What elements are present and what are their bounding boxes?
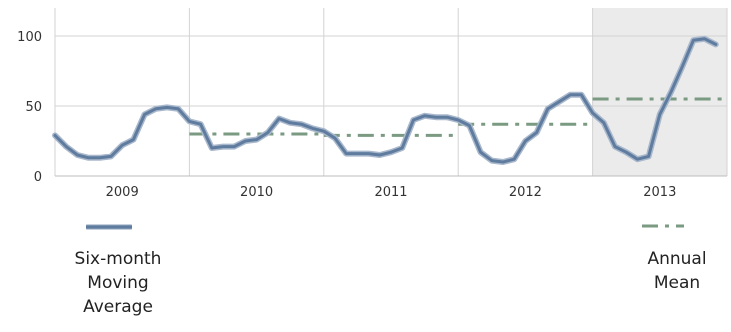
x-tick-label: 2010 [240, 185, 273, 200]
x-tick-label: 2013 [643, 185, 676, 200]
x-tick-label: 2011 [374, 185, 407, 200]
tick-label-layer: 0 50 100 2009 2010 2011 2012 2013 [17, 30, 676, 200]
y-tick-label: 50 [25, 100, 42, 115]
moving-average-legend-swatch [86, 224, 132, 230]
y-tick-label: 100 [17, 30, 42, 45]
annual-mean-legend-label: Annual Mean [647, 249, 707, 293]
highlight-band [592, 8, 727, 176]
annual-mean-legend-swatch [642, 224, 684, 228]
series-layer [52, 35, 727, 165]
y-tick-label: 0 [34, 170, 42, 185]
line-chart: 0 50 100 2009 2010 2011 2012 2013 [17, 8, 728, 200]
moving-average-legend-label: Six-month Moving Average [74, 249, 162, 317]
x-tick-label: 2012 [509, 185, 542, 200]
x-tick-label: 2009 [106, 185, 139, 200]
moving-average-line [53, 37, 718, 164]
highlight-band-layer [592, 8, 727, 176]
